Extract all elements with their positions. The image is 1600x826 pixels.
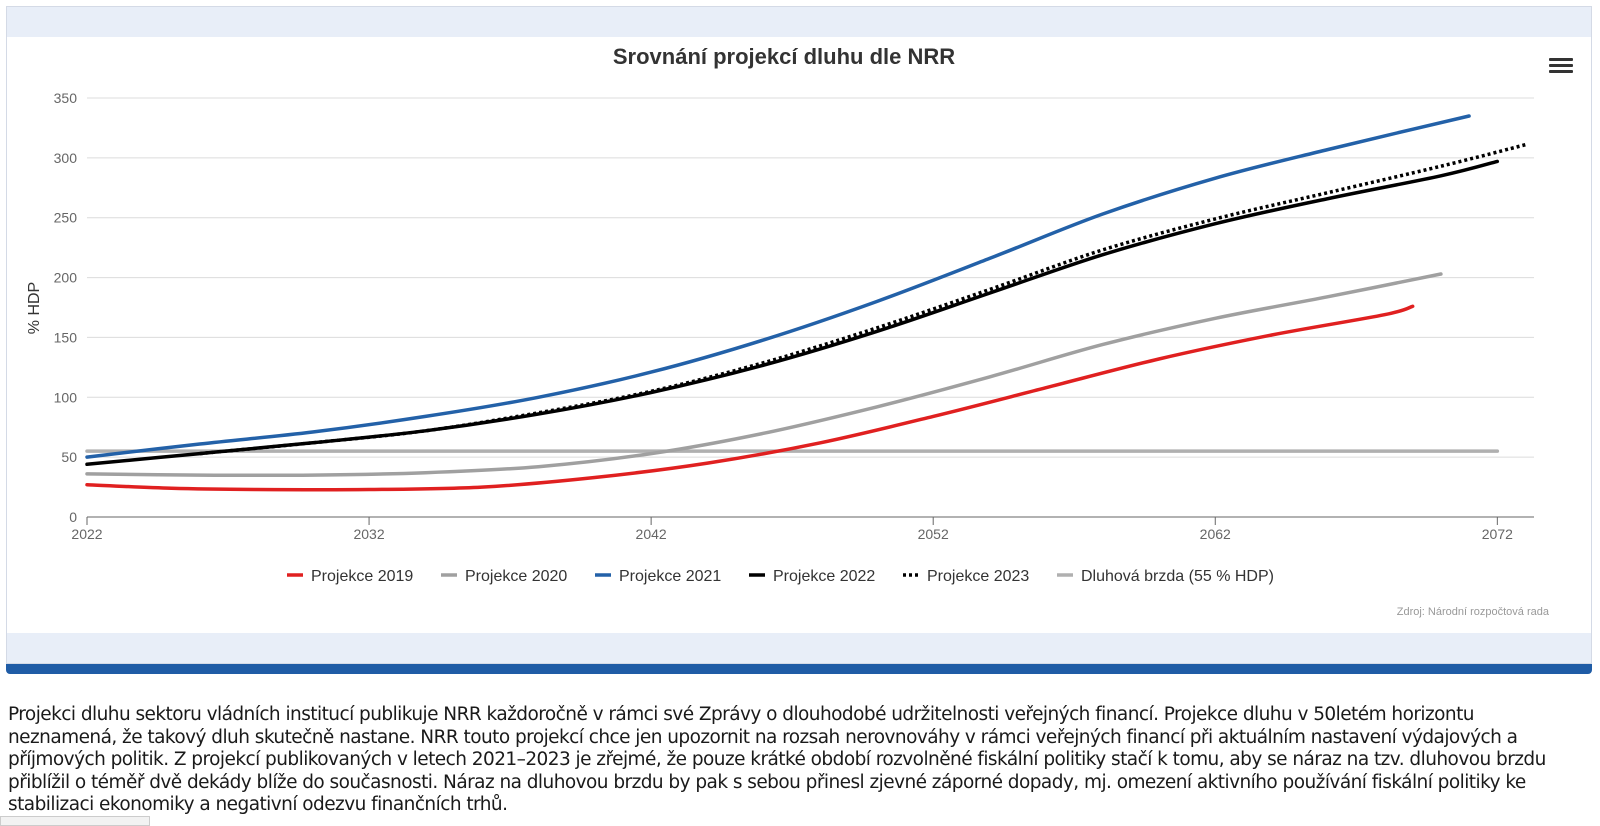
y-tick-label: 100 <box>54 389 78 405</box>
status-url-tooltip <box>0 816 150 826</box>
chart-menu-icon[interactable] <box>1549 55 1573 75</box>
menu-line <box>1549 58 1573 61</box>
x-tick-label: 2052 <box>918 526 949 542</box>
series-line-projekce-2021 <box>85 114 1471 459</box>
legend-item-label: Projekce 2020 <box>465 568 567 585</box>
chart-title: Srovnání projekcí dluhu dle NRR <box>613 44 955 69</box>
x-tick-label: 2062 <box>1200 526 1231 542</box>
series-line-projekce-2022 <box>85 159 1500 467</box>
series-line-projekce-2020 <box>85 272 1443 478</box>
x-tick-label: 2032 <box>353 526 384 542</box>
chart-source-credit: Zdroj: Národní rozpočtová rada <box>1397 606 1550 618</box>
y-tick-label: 0 <box>69 509 77 525</box>
legend-item-label: Projekce 2022 <box>773 568 875 585</box>
y-tick-label: 150 <box>54 329 78 345</box>
legend-item-label: Dluhová brzda (55 % HDP) <box>1081 568 1274 585</box>
series-line-projekce-2023 <box>199 143 1526 456</box>
x-tick-label: 2042 <box>636 526 667 542</box>
x-tick-label: 2072 <box>1482 526 1513 542</box>
chart-container: Srovnání projekcí dluhu dle NRR 0 50 100 150… <box>6 6 1592 664</box>
section-divider-bar <box>6 664 1592 674</box>
description-text: Projekci dluhu sektoru vládních instituc… <box>8 704 1546 816</box>
y-tick-label: 300 <box>54 150 78 166</box>
y-axis-label: % HDP <box>26 282 43 334</box>
series-line-projekce-2019 <box>85 304 1415 492</box>
legend-item-label: Projekce 2021 <box>619 568 721 585</box>
menu-line <box>1549 64 1573 67</box>
chart-area: Srovnání projekcí dluhu dle NRR 0 50 100 150… <box>7 37 1591 633</box>
legend-item-label: Projekce 2019 <box>311 568 413 585</box>
y-tick-label: 250 <box>54 210 78 226</box>
menu-line <box>1549 70 1573 73</box>
debt-projection-chart: Srovnání projekcí dluhu dle NRR 0 50 100 150… <box>26 44 1550 618</box>
x-tick-label: 2022 <box>71 526 102 542</box>
y-tick-label: 50 <box>61 449 77 465</box>
legend-item-label: Projekce 2023 <box>927 568 1029 585</box>
y-tick-label: 350 <box>54 90 78 106</box>
y-tick-label: 200 <box>54 270 78 286</box>
